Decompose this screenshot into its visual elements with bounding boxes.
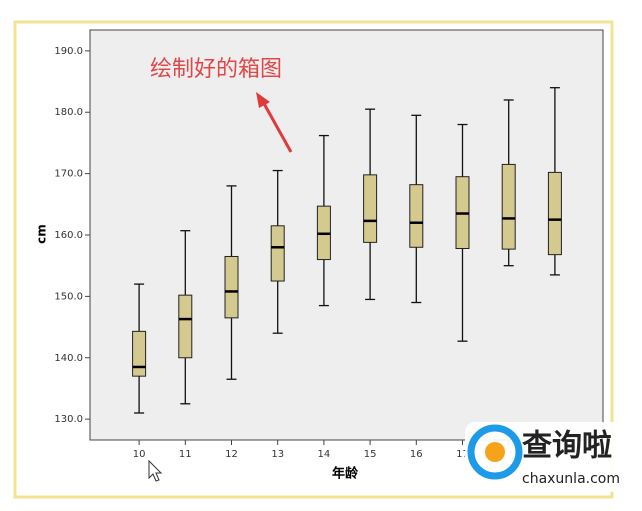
box bbox=[270, 225, 285, 282]
x-tick-label: 14 bbox=[318, 449, 331, 460]
box bbox=[132, 330, 147, 377]
y-tick-label: 140.0 bbox=[54, 353, 83, 364]
annotation: 绘制好的箱图 bbox=[150, 57, 282, 82]
x-tick-label: 10 bbox=[133, 449, 146, 460]
box bbox=[501, 163, 516, 250]
y-tick-label: 160.0 bbox=[54, 230, 83, 241]
x-tick-label: 13 bbox=[271, 449, 284, 460]
watermark-url: chaxunla.com bbox=[522, 471, 620, 487]
y-tick-label: 190.0 bbox=[54, 46, 83, 57]
box bbox=[547, 171, 562, 256]
x-tick-label: 16 bbox=[410, 449, 423, 460]
x-tick-label: 17 bbox=[456, 449, 469, 460]
x-tick-label: 12 bbox=[225, 449, 238, 460]
y-tick-label: 170.0 bbox=[54, 169, 83, 180]
box bbox=[363, 174, 378, 243]
box bbox=[224, 255, 239, 319]
watermark-dot bbox=[485, 442, 505, 462]
marks: 130.0 140.0 150.0 160.0 170.0 180.0 190.0 10 11 1… bbox=[54, 46, 562, 460]
watermark-logo bbox=[467, 424, 523, 480]
watermark-name: 查询啦 bbox=[522, 429, 612, 464]
plot-area bbox=[89, 29, 604, 441]
y-tick-label: 150.0 bbox=[54, 291, 83, 302]
y-tick-label: 130.0 bbox=[54, 414, 83, 425]
x-axis-title: 年龄 bbox=[332, 466, 359, 482]
watermark: 查询啦 chaxunla.com bbox=[465, 422, 635, 492]
box bbox=[409, 184, 424, 248]
cursor bbox=[148, 459, 163, 482]
y-axis-title: cm bbox=[35, 224, 49, 244]
x-tick-label: 15 bbox=[364, 449, 377, 460]
annotation-arrow bbox=[260, 99, 293, 153]
y-tick-label: 180.0 bbox=[54, 107, 83, 118]
box bbox=[178, 294, 193, 359]
annotation-arrowhead bbox=[256, 92, 270, 108]
x-tick-label: 11 bbox=[179, 449, 192, 460]
